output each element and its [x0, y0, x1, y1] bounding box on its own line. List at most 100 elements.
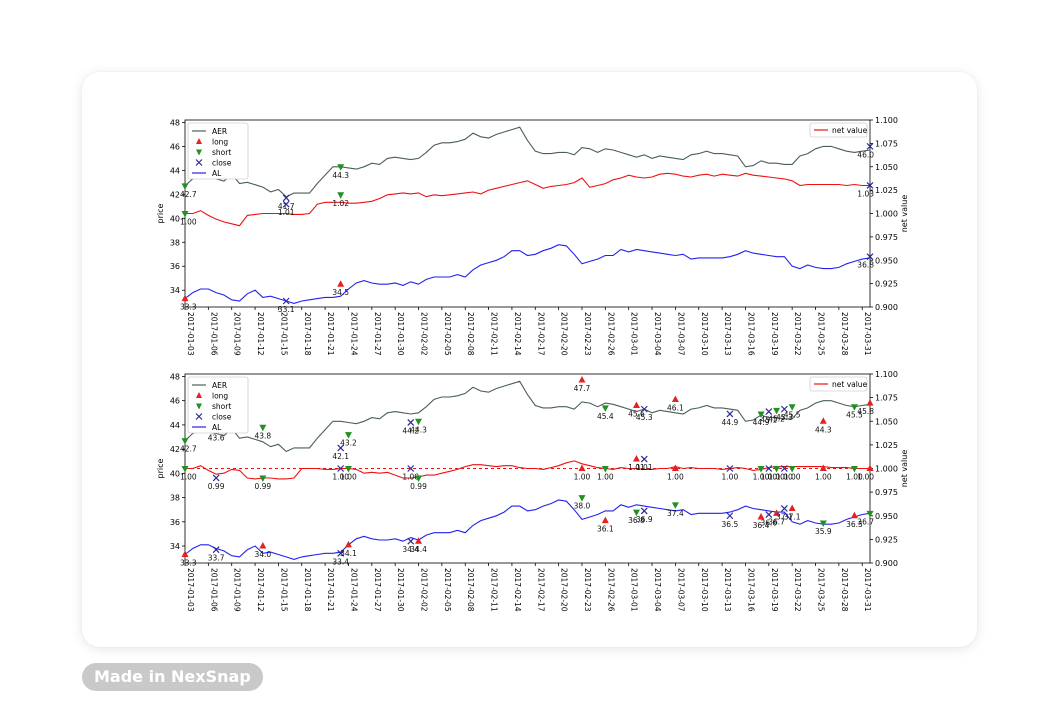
short-marker	[601, 466, 609, 473]
marker-value-label: 45.6	[628, 410, 645, 419]
marker-value-label: 33.3	[180, 303, 197, 312]
legend-net-label: net value	[832, 380, 868, 389]
chart-panel-2: 34363840424446480.9000.9250.9500.9751.00…	[156, 370, 909, 612]
close-marker	[212, 546, 220, 554]
x-tick-label: 2017-03-01	[630, 568, 639, 612]
marker-value-label: 35.9	[815, 527, 832, 536]
marker-value-label: 44.9	[753, 418, 770, 427]
close-marker	[726, 410, 734, 418]
x-tick-label: 2017-02-17	[536, 568, 545, 612]
marker-value-label: 42.7	[180, 190, 197, 199]
series-line-aer	[184, 380, 871, 453]
series-line-al	[184, 244, 871, 304]
x-tick-label: 2017-02-08	[466, 568, 475, 612]
marker-value-label: 0.99	[208, 482, 225, 491]
marker-value-label: 42.7	[180, 445, 197, 454]
x-tick-label: 2017-03-22	[793, 568, 802, 612]
legend-right: net value	[809, 122, 868, 138]
charts-canvas: 34363840424446480.9000.9250.9500.9751.00…	[156, 116, 909, 612]
long-marker	[337, 280, 345, 287]
marker-value-label: 46.0	[857, 150, 874, 159]
y-tick-label: 48	[170, 372, 180, 381]
close-marker	[726, 465, 734, 472]
long-marker	[866, 464, 874, 471]
long-marker	[819, 464, 827, 471]
x-tick-label: 2017-02-20	[560, 568, 569, 612]
long-marker	[632, 401, 640, 408]
marker-value-label: 45.3	[636, 413, 653, 422]
x-tick-label: 2017-03-28	[840, 312, 849, 356]
long-marker	[632, 455, 640, 462]
y-tick-label: 36	[170, 518, 180, 527]
y2-tick-label: 0.900	[875, 303, 898, 312]
x-tick-label: 2017-01-24	[349, 312, 358, 356]
y2-tick-label: 1.000	[875, 465, 898, 474]
long-marker	[601, 516, 609, 524]
legend-long-swatch	[196, 138, 202, 144]
y2-tick-label: 0.950	[875, 256, 898, 265]
short-marker	[181, 466, 189, 473]
short-marker	[850, 404, 858, 411]
marker-value-label: 37.4	[667, 509, 684, 518]
x-tick-label: 2017-03-04	[653, 312, 662, 356]
legend-right-box	[809, 122, 868, 138]
legend-long-label: long	[212, 138, 228, 147]
x-tick-label: 2017-03-25	[817, 568, 826, 612]
close-marker	[407, 465, 415, 472]
marker-value-label: 44.3	[815, 425, 832, 434]
y2-tick-label: 1.100	[875, 370, 898, 379]
marker-value-label: 44.9	[722, 418, 739, 427]
marker-value-label: 45.1	[760, 416, 777, 425]
y2-tick-label: 0.925	[875, 535, 898, 544]
legend-short-label: short	[212, 402, 231, 411]
x-tick-label: 2017-01-09	[233, 312, 242, 356]
legend-long-label: long	[212, 392, 228, 401]
y-tick-label: 46	[170, 142, 180, 151]
x-tick-label: 2017-01-18	[303, 568, 312, 612]
legend-short-label: short	[212, 148, 231, 157]
y-tick-label: 46	[170, 397, 180, 406]
marker-value-label: 34.4	[402, 545, 419, 554]
y2-tick-label: 1.100	[875, 116, 898, 125]
y-tick-label: 42	[170, 445, 180, 454]
y-tick-label: 42	[170, 190, 180, 199]
marker-value-label: 0.99	[254, 482, 271, 491]
x-tick-label: 2017-01-12	[256, 312, 265, 356]
marker-value-label: 0.99	[410, 482, 427, 491]
legend-aer-label: AER	[212, 127, 227, 136]
legend-net-label: net value	[832, 126, 868, 135]
y2-tick-label: 1.025	[875, 441, 898, 450]
y2-tick-label: 0.975	[875, 233, 898, 242]
marker-value-label: 45.3	[776, 413, 793, 422]
close-marker	[282, 200, 290, 208]
short-marker	[344, 466, 352, 473]
y-tick-label: 34	[170, 542, 180, 551]
x-tick-label: 2017-03-28	[840, 568, 849, 612]
marker-value-label: 37.1	[776, 512, 793, 521]
y2-tick-label: 1.075	[875, 394, 898, 403]
marker-value-label: 1.01	[278, 208, 295, 217]
x-tick-label: 2017-02-02	[420, 312, 429, 356]
y-tick-label: 36	[170, 262, 180, 271]
x-tick-label: 2017-03-19	[770, 312, 779, 356]
marker-value-label: 1.00	[784, 473, 801, 482]
short-marker	[415, 418, 423, 426]
marker-value-label: 43.6	[208, 434, 225, 443]
close-marker	[780, 465, 788, 472]
legend-short-swatch	[196, 403, 202, 410]
y2-tick-label: 1.000	[875, 210, 898, 219]
legend-aer-label: AER	[212, 381, 227, 390]
marker-value-label: 36.6	[760, 519, 777, 528]
x-tick-label: 2017-01-12	[256, 568, 265, 612]
legend-short-swatch	[196, 149, 202, 156]
x-tick-label: 2017-03-16	[746, 312, 755, 356]
marker-value-label: 36.8	[857, 261, 874, 270]
close-marker	[407, 537, 415, 545]
marker-value-label: 34.1	[340, 549, 357, 558]
x-tick-label: 2017-03-16	[746, 568, 755, 612]
marker-value-label: 33.1	[278, 305, 295, 314]
x-tick-label: 2017-02-23	[583, 568, 592, 612]
marker-value-label: 45.5	[846, 411, 863, 420]
close-marker	[780, 405, 788, 413]
close-marker	[765, 511, 773, 518]
